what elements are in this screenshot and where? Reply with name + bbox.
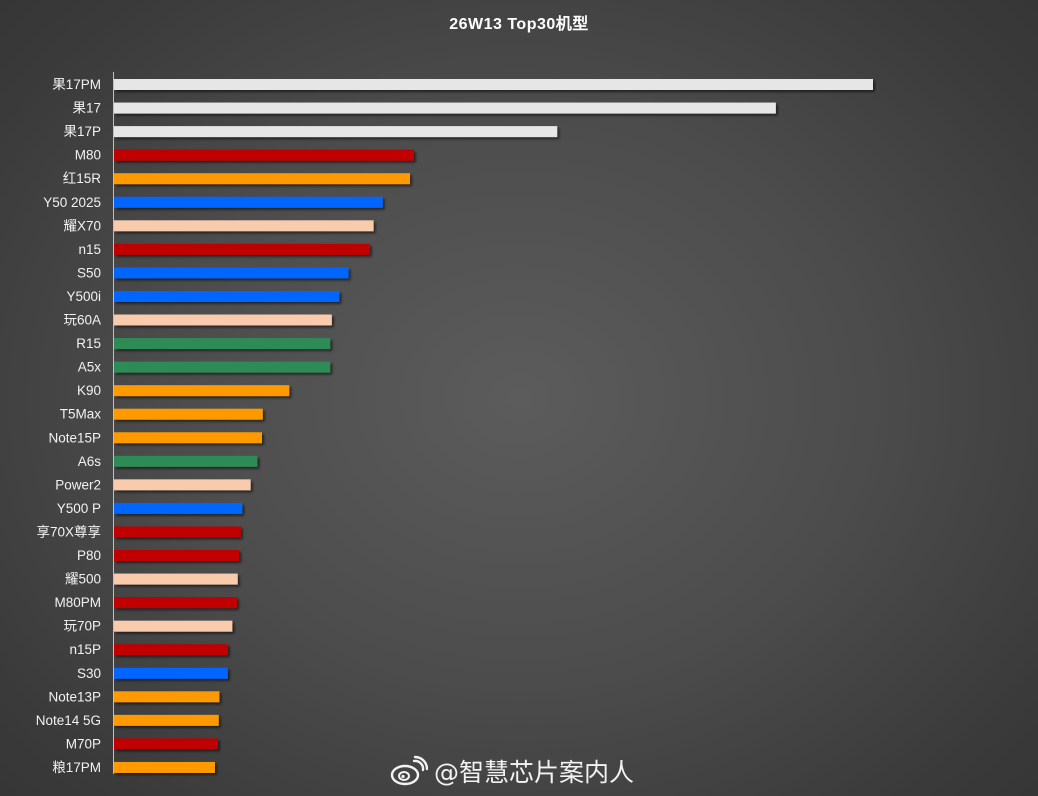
category-label-12: R15 (76, 336, 101, 351)
category-label-27: Note13P (48, 689, 101, 704)
bar-21 (114, 550, 240, 561)
bar-9 (114, 267, 349, 279)
bar-10 (114, 290, 340, 302)
bar-15 (114, 408, 263, 420)
category-label-3: 果17P (63, 124, 101, 139)
category-label-1: 果17PM (52, 77, 101, 92)
category-label-26: S30 (77, 666, 101, 681)
bar-29 (114, 738, 218, 750)
category-label-10: Y500i (66, 289, 101, 304)
weibo-icon (390, 755, 428, 786)
category-label-4: M80 (75, 148, 101, 163)
watermark: @智慧芯片案内人 (390, 753, 634, 789)
category-label-8: n15 (78, 242, 101, 257)
bar-27 (114, 691, 220, 703)
category-label-6: Y50 2025 (43, 195, 101, 210)
category-label-22: 耀500 (65, 572, 101, 587)
category-label-16: Note15P (48, 430, 101, 445)
category-labels: 果17PM 果17 果17P M80 红15R Y50 2025 耀X70 n15 S50 Y50… (36, 77, 102, 775)
category-label-13: A5x (78, 360, 102, 375)
category-label-17: A6s (78, 454, 102, 469)
category-label-20: 享70X尊享 (36, 523, 101, 539)
category-label-11: 玩60A (63, 313, 101, 328)
category-label-18: Power2 (55, 477, 101, 492)
bar-12 (114, 338, 331, 350)
bar-6 (114, 196, 383, 208)
bar-2 (114, 102, 776, 114)
category-label-23: M80PM (54, 595, 101, 610)
bar-23 (114, 597, 237, 609)
bar-28 (114, 714, 219, 726)
category-label-15: T5Max (60, 407, 102, 422)
category-label-19: Y500 P (57, 501, 101, 516)
category-label-30: 粮17PM (52, 760, 101, 775)
category-label-5: 红15R (63, 171, 102, 186)
bar-30 (114, 761, 215, 773)
bar-22 (114, 573, 238, 585)
bar-25 (114, 644, 228, 656)
category-label-2: 果17 (72, 101, 101, 116)
bar-18 (114, 479, 251, 491)
category-label-25: n15P (69, 642, 101, 657)
bar-7 (114, 220, 374, 232)
bar-11 (114, 314, 332, 326)
category-label-7: 耀X70 (63, 218, 101, 233)
bar-26 (114, 667, 228, 679)
category-label-29: M70P (66, 736, 101, 751)
watermark-text: @智慧芯片案内人 (434, 758, 635, 787)
category-label-14: K90 (77, 383, 101, 398)
bar-17 (114, 455, 258, 467)
category-label-21: P80 (77, 548, 101, 563)
bar-20 (114, 526, 241, 538)
bar-19 (114, 502, 243, 514)
bar-24 (114, 620, 233, 632)
bar-13 (114, 361, 331, 373)
category-label-24: 玩70P (63, 619, 101, 634)
bar-1 (114, 79, 873, 90)
bar-8 (114, 243, 370, 255)
bar-5 (114, 173, 411, 185)
category-label-9: S50 (77, 265, 101, 280)
chart-title: 26W13 Top30机型 (449, 16, 589, 33)
bar-16 (114, 432, 262, 444)
bar-3 (114, 126, 558, 138)
bar-4 (114, 149, 414, 161)
bar-14 (114, 385, 290, 397)
category-label-28: Note14 5G (36, 713, 101, 728)
bars-layer (114, 79, 873, 773)
